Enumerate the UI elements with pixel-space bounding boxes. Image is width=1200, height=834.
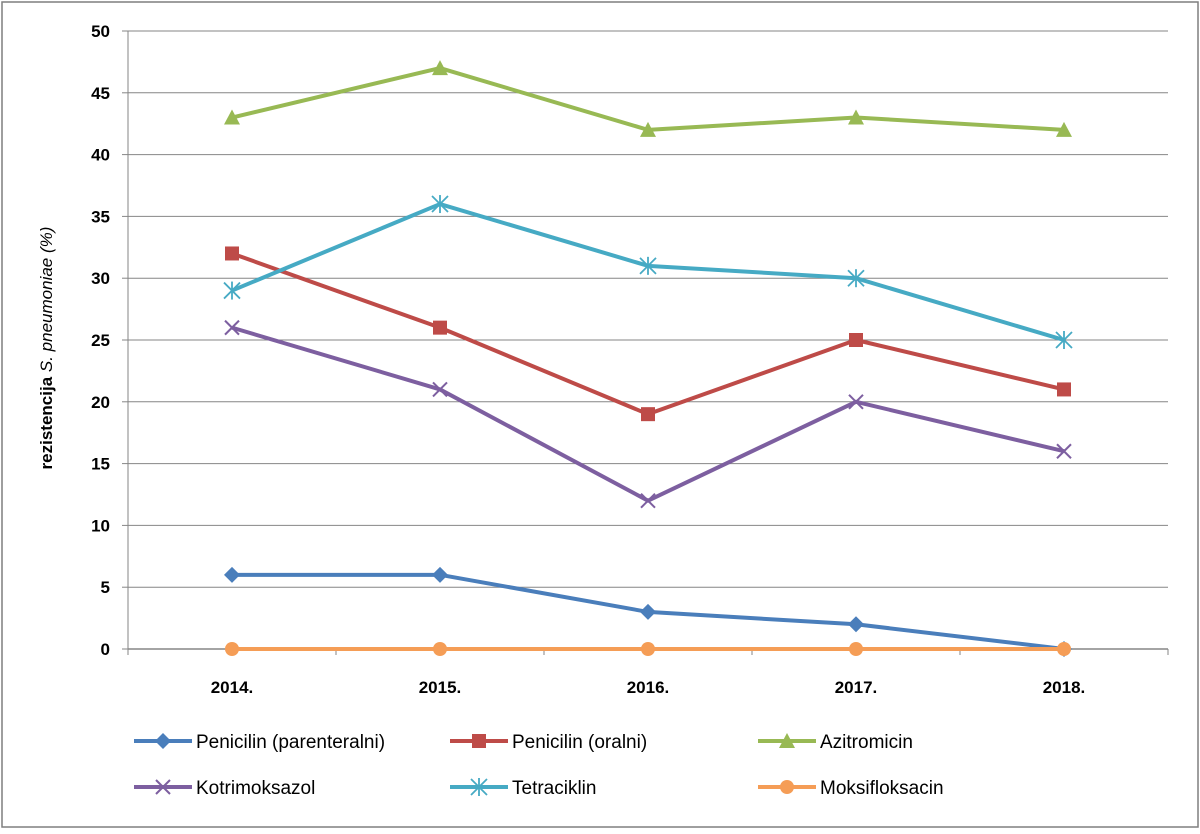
data-point (1057, 642, 1071, 656)
legend-marker (155, 733, 171, 749)
data-point (849, 642, 863, 656)
y-tick-label: 10 (91, 516, 110, 535)
y-tick-label: 45 (91, 84, 110, 103)
y-tick-label: 20 (91, 393, 110, 412)
y-tick-label: 30 (91, 269, 110, 288)
legend-marker (780, 780, 794, 794)
data-point (639, 256, 657, 275)
y-axis-label-part: (%) (37, 227, 56, 258)
data-point (640, 121, 656, 137)
data-point (225, 246, 239, 261)
data-point (432, 60, 448, 76)
data-point (225, 642, 239, 656)
data-point (848, 109, 864, 125)
data-point (641, 642, 655, 656)
y-axis-label-part: S. pneumoniae (37, 258, 56, 372)
legend-item: Kotrimoksazol (134, 778, 315, 799)
series-2 (224, 60, 1072, 137)
series-1 (225, 246, 1071, 422)
y-axis-label-part: rezistencija (37, 372, 56, 469)
data-point (848, 616, 864, 633)
legend-label: Kotrimoksazol (196, 778, 315, 799)
y-tick-label: 25 (91, 331, 110, 350)
legend-marker (470, 778, 488, 796)
data-point (849, 333, 863, 347)
data-point (1057, 382, 1071, 397)
series-4 (223, 195, 1073, 349)
legend-marker (779, 733, 795, 748)
x-tick-label: 2018. (1043, 678, 1086, 697)
y-tick-label: 40 (91, 146, 110, 165)
series-0 (224, 566, 1072, 657)
legend-marker (155, 779, 171, 795)
data-point (1056, 443, 1072, 459)
legend-marker (472, 734, 486, 748)
data-point (223, 281, 241, 300)
data-point (224, 109, 240, 125)
data-point (848, 394, 864, 410)
legend-label: Penicilin (oralni) (512, 732, 647, 753)
legend-item: Azitromicin (758, 732, 913, 753)
y-tick-label: 5 (101, 578, 110, 597)
legend-label: Moksifloksacin (820, 778, 944, 799)
data-point (847, 269, 865, 288)
legend-item: Penicilin (parenteralni) (134, 732, 385, 753)
data-point (224, 566, 240, 583)
data-point (640, 492, 656, 509)
data-point (433, 642, 447, 656)
legend-item: Tetraciklin (450, 778, 596, 799)
legend-label: Tetraciklin (512, 778, 596, 799)
data-point (224, 319, 240, 336)
legend-item: Moksifloksacin (758, 778, 944, 799)
y-tick-label: 50 (91, 22, 110, 41)
x-tick-label: 2015. (419, 678, 462, 697)
legend-label: Penicilin (parenteralni) (196, 732, 385, 753)
series-3 (224, 319, 1072, 509)
data-point (640, 603, 656, 620)
y-tick-label: 15 (91, 455, 110, 474)
data-point (431, 195, 449, 214)
y-tick-label: 0 (101, 640, 110, 659)
series-5 (225, 642, 1071, 656)
data-point (1055, 331, 1073, 349)
data-point (1056, 121, 1072, 137)
x-tick-label: 2017. (835, 678, 878, 697)
legend-label: Azitromicin (820, 732, 913, 753)
data-point (432, 566, 448, 583)
data-point (432, 381, 448, 398)
y-tick-label: 35 (91, 207, 110, 226)
data-point (641, 407, 655, 422)
legend-item: Penicilin (oralni) (450, 732, 647, 753)
y-axis-label: rezistencija S. pneumoniae (%) (37, 227, 56, 470)
data-point (433, 320, 447, 335)
x-tick-label: 2014. (211, 678, 254, 697)
x-tick-label: 2016. (627, 678, 670, 697)
